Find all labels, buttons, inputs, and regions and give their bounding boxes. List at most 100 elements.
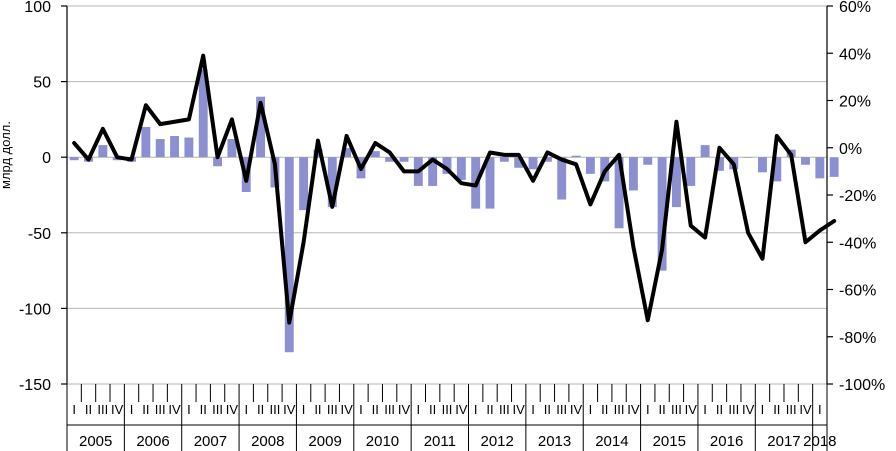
- quarter-label: III: [671, 402, 682, 417]
- bar: [342, 148, 352, 158]
- quarter-label: I: [72, 402, 76, 417]
- bar: [499, 157, 509, 162]
- bar: [428, 157, 438, 186]
- year-label: 2006: [136, 433, 169, 450]
- quarter-label: III: [614, 402, 625, 417]
- year-label: 2005: [79, 433, 112, 450]
- left-ticks: 100 50 0 -50 -100 -150: [19, 0, 67, 394]
- bar: [815, 157, 825, 179]
- year-label: 2014: [595, 433, 628, 450]
- bar: [628, 157, 638, 191]
- bar: [98, 145, 108, 158]
- bar: [155, 139, 165, 158]
- quarter-label: IV: [627, 402, 640, 417]
- quarter-label: IV: [398, 402, 411, 417]
- quarter-label: I: [474, 402, 478, 417]
- bar: [614, 157, 624, 229]
- quarter-label: I: [761, 402, 765, 417]
- bar: [198, 69, 208, 158]
- bar: [514, 157, 524, 168]
- bar: [657, 157, 667, 271]
- line-series-path: [72, 53, 837, 325]
- quarter-label: IV: [799, 402, 812, 417]
- bar: [485, 157, 495, 209]
- year-label: 2018: [803, 433, 836, 450]
- bar: [399, 157, 409, 162]
- quarter-label: II: [658, 402, 665, 417]
- bar: [571, 155, 581, 158]
- bar: [758, 157, 767, 173]
- y-axis-label: млрд долл.: [0, 121, 13, 189]
- quarter-label: II: [544, 402, 551, 417]
- bar: [772, 157, 782, 182]
- bar: [643, 157, 653, 165]
- left-tick-label: -50: [28, 226, 51, 243]
- bar: [456, 157, 466, 180]
- right-tick-label: -20%: [839, 188, 876, 205]
- quarter-label: I: [302, 402, 306, 417]
- quarter-label: III: [212, 402, 223, 417]
- bar: [284, 157, 294, 353]
- bar: [170, 136, 179, 158]
- year-label: 2008: [251, 433, 284, 450]
- bar: [442, 157, 452, 174]
- bar: [700, 145, 710, 158]
- quarter-label: I: [130, 402, 134, 417]
- quarter-label: II: [429, 402, 436, 417]
- quarter-label: I: [589, 402, 593, 417]
- year-label: 2007: [194, 433, 227, 450]
- quarter-label: III: [786, 402, 797, 417]
- quarter-label: II: [314, 402, 321, 417]
- quarter-label: IV: [513, 402, 526, 417]
- left-tick-label: 100: [24, 0, 51, 16]
- quarter-label: I: [359, 402, 363, 417]
- left-tick-label: 0: [42, 150, 51, 167]
- right-tick-label: 20%: [839, 94, 871, 111]
- left-tick-label: -100: [19, 301, 51, 318]
- bar-series: [69, 69, 839, 353]
- quarter-label: I: [531, 402, 535, 417]
- bar: [370, 151, 380, 158]
- quarter-label: IV: [685, 402, 698, 417]
- year-label: 2012: [481, 433, 514, 450]
- bar: [671, 157, 681, 208]
- year-label: 2015: [653, 433, 686, 450]
- quarter-label: II: [773, 402, 780, 417]
- quarter-label: I: [818, 402, 822, 417]
- line-series: [72, 53, 837, 325]
- bar: [327, 157, 337, 208]
- quarter-label: IV: [742, 402, 755, 417]
- quarter-label: I: [703, 402, 707, 417]
- bar: [69, 157, 79, 161]
- right-ticks: 60% 40% 20% 0% -20% -40% -60% -80% -100%: [827, 0, 885, 394]
- year-label: 2009: [308, 433, 341, 450]
- quarter-label: II: [486, 402, 493, 417]
- quarter-label: III: [499, 402, 510, 417]
- quarter-label: III: [327, 402, 338, 417]
- quarter-label: III: [155, 402, 166, 417]
- right-tick-label: -80%: [839, 330, 876, 347]
- quarter-label: IV: [340, 402, 353, 417]
- quarter-label: IV: [226, 402, 239, 417]
- bar: [528, 157, 538, 170]
- year-label: 2013: [538, 433, 571, 450]
- bar: [141, 126, 151, 158]
- quarter-label: II: [200, 402, 207, 417]
- quarter-label: I: [646, 402, 650, 417]
- quarter-label: III: [442, 402, 453, 417]
- bar: [557, 157, 567, 200]
- right-tick-label: 60%: [839, 0, 871, 16]
- year-label: 2010: [366, 433, 399, 450]
- bar: [213, 157, 223, 167]
- quarter-label: IV: [283, 402, 296, 417]
- left-tick-label: -150: [19, 377, 51, 394]
- right-tick-label: 40%: [839, 46, 871, 63]
- year-label: 2016: [710, 433, 743, 450]
- quarter-label: IV: [570, 402, 583, 417]
- bar: [715, 157, 724, 171]
- right-tick-label: -100%: [839, 377, 885, 394]
- bar: [299, 157, 309, 211]
- quarter-label: IV: [455, 402, 468, 417]
